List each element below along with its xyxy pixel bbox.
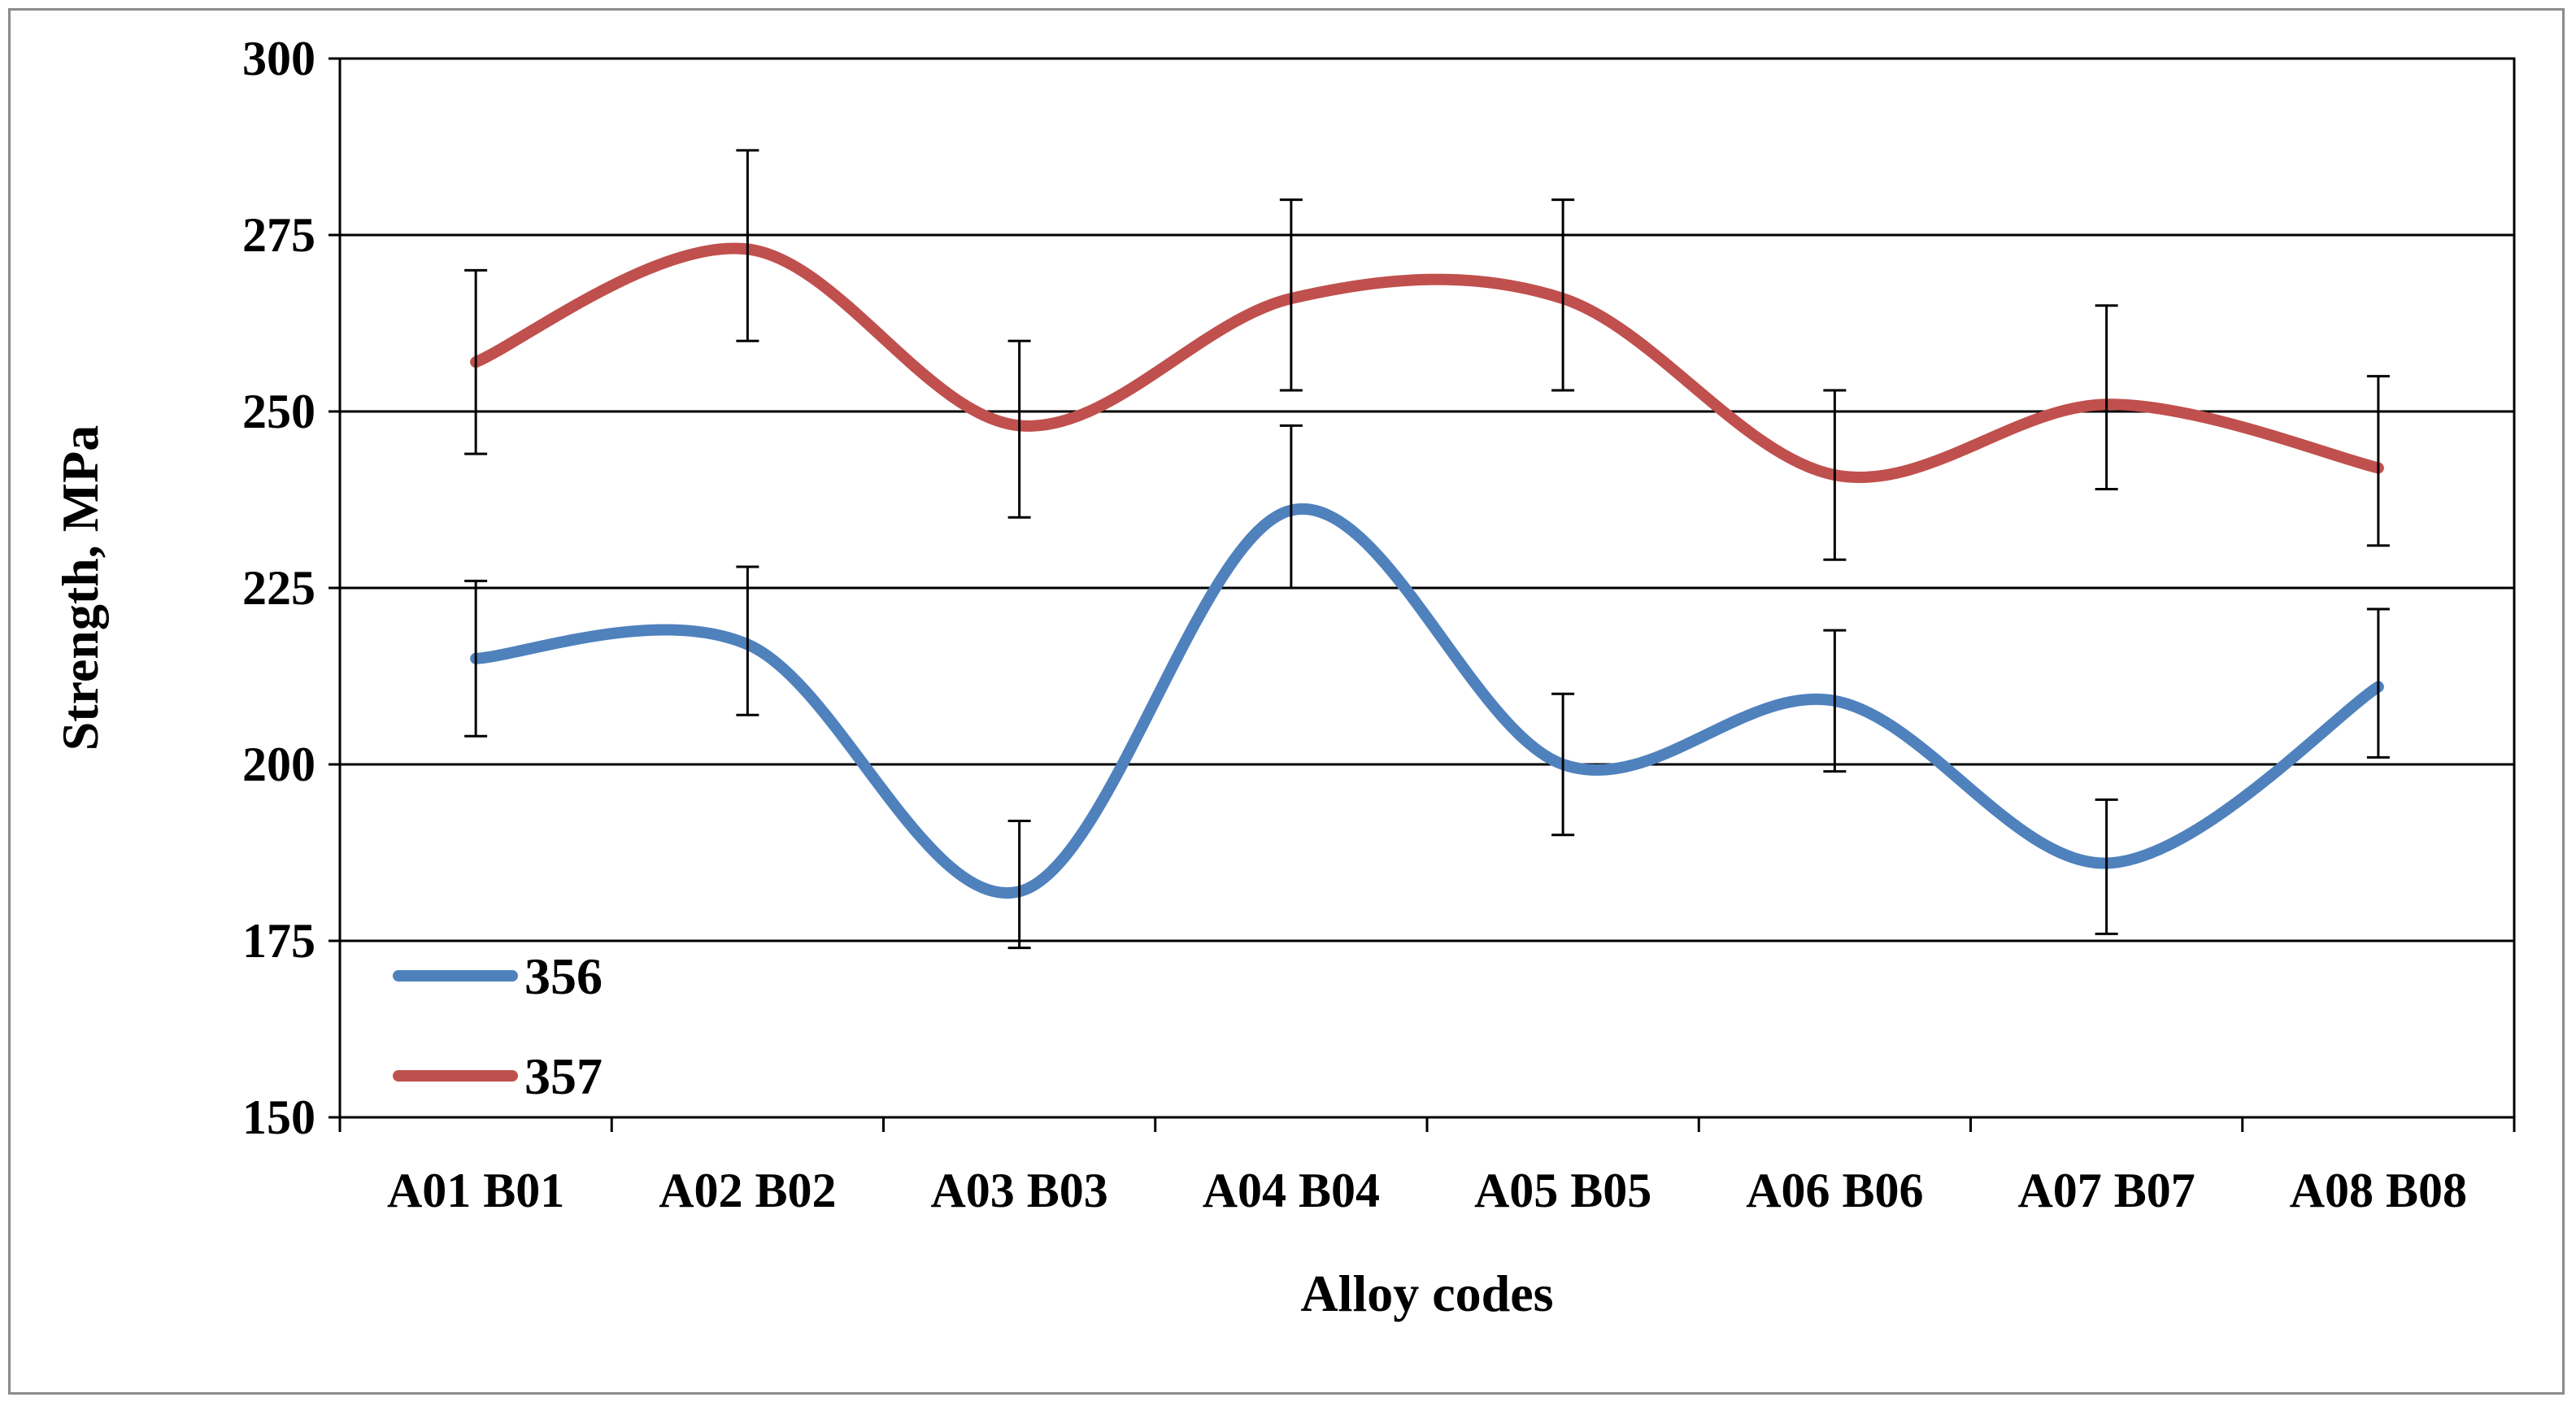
x-tick-label-A05 B05: A05 B05 — [1474, 1164, 1651, 1217]
y-tick-labels: 150 175 200 225 250 275 300 — [242, 32, 315, 1144]
gridlines — [329, 57, 2514, 1119]
legend-label-356: 356 — [524, 947, 603, 1005]
error-bar-356-0 — [464, 579, 488, 738]
y-tick-label-225: 225 — [242, 561, 315, 615]
series-line-357 — [470, 242, 2384, 483]
legend: 356 357 — [393, 947, 603, 1105]
y-tick-label-200: 200 — [242, 738, 315, 791]
error-bar-356-5 — [1823, 629, 1847, 773]
y-tick-label-300: 300 — [242, 32, 315, 85]
x-tick-label-A02 B02: A02 B02 — [659, 1164, 836, 1217]
x-axis-title: Alloy codes — [1300, 1265, 1553, 1322]
error-bar-357-3 — [1279, 198, 1303, 392]
x-tick-label-A06 B06: A06 B06 — [1746, 1164, 1923, 1217]
x-tick-label-A04 B04: A04 B04 — [1203, 1164, 1380, 1217]
error-bar-357-4 — [1551, 198, 1575, 392]
legend-label-357: 357 — [524, 1047, 603, 1105]
error-bar-356-3 — [1279, 424, 1303, 590]
x-tick-label-A01 B01: A01 B01 — [387, 1164, 564, 1217]
y-tick-label-275: 275 — [242, 208, 315, 262]
error-bar-357-2 — [1007, 339, 1031, 519]
y-tick-label-250: 250 — [242, 385, 315, 438]
error-bars — [464, 149, 2390, 950]
y-tick-label-150: 150 — [242, 1090, 315, 1144]
error-bar-356-2 — [1007, 819, 1031, 950]
error-bar-357-0 — [464, 268, 488, 455]
error-bar-357-1 — [736, 149, 759, 342]
error-bar-356-6 — [2095, 798, 2118, 935]
error-bar-356-7 — [2366, 607, 2390, 759]
x-tick-labels: A01 B01 A02 B02 A03 B03 A04 B04 A05 B05 A06 B… — [387, 1164, 2467, 1217]
error-bar-356-4 — [1551, 692, 1575, 837]
error-bar-356-1 — [736, 565, 759, 716]
error-bar-357-7 — [2366, 375, 2390, 547]
y-axis-title: Strength, MPa — [51, 425, 109, 751]
error-bar-357-6 — [2095, 304, 2118, 490]
x-axis-ticks — [338, 1117, 2516, 1132]
x-tick-label-A07 B07: A07 B07 — [2017, 1164, 2195, 1217]
x-tick-label-A03 B03: A03 B03 — [930, 1164, 1107, 1217]
chart-frame — [8, 8, 2565, 1395]
y-tick-label-175: 175 — [242, 914, 315, 968]
series-lines — [470, 242, 2384, 899]
error-bar-357-5 — [1823, 389, 1847, 561]
series-line-356 — [470, 503, 2384, 899]
x-tick-label-A08 B08: A08 B08 — [2290, 1164, 2467, 1217]
